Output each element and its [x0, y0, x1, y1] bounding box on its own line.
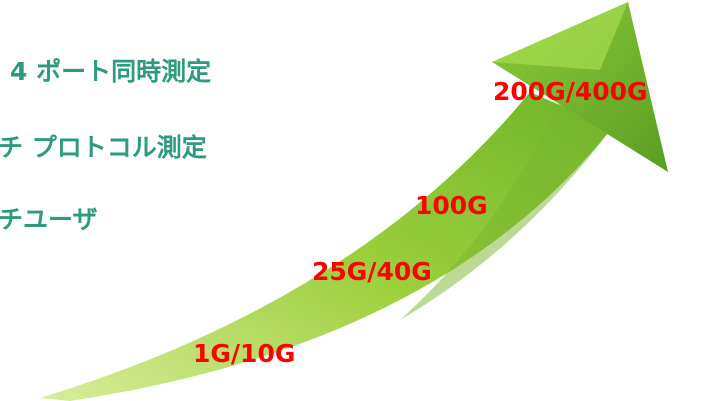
feature: 4 ポート同時測定	[10, 57, 211, 86]
arrow-shaft	[40, 92, 612, 401]
speed-label: 200G/400G	[493, 77, 648, 106]
arrow-shaft-shade	[400, 100, 612, 320]
speed-label: 1G/10G	[193, 339, 295, 368]
feature: チ プロトコル測定	[0, 133, 207, 162]
speed-label: 25G/40G	[312, 257, 432, 286]
speed-label: 100G	[415, 191, 488, 220]
feature: チユーザ	[0, 205, 98, 234]
arrow-head-highlight	[492, 2, 628, 70]
